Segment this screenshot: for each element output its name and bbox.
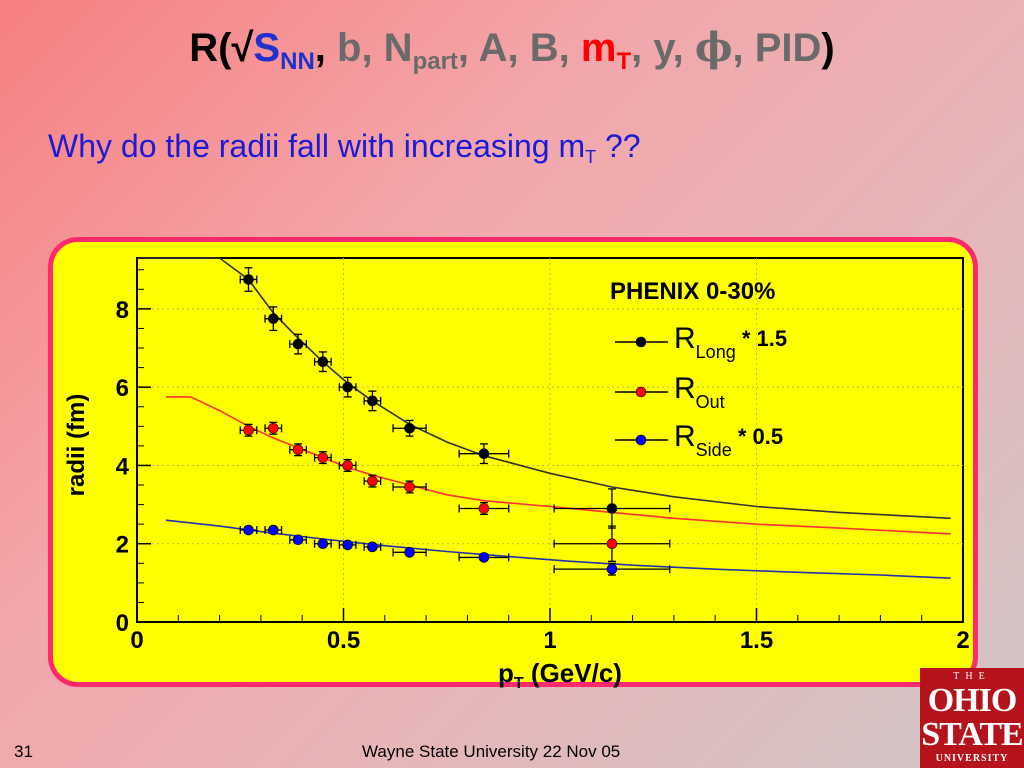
data-point-0	[478, 448, 490, 459]
ohio-state-logo: THE OHIO STATE UNIVERSITY	[920, 668, 1024, 768]
title-pid: , PID	[732, 26, 822, 70]
data-point-1	[317, 452, 329, 463]
data-point-0	[317, 356, 329, 368]
data-point-0	[606, 503, 618, 514]
data-point-2	[317, 538, 329, 550]
x-tick-label: 0.5	[327, 627, 360, 654]
footer-text: Wayne State University 22 Nov 05	[362, 742, 621, 761]
data-point-1	[606, 538, 618, 550]
slide-title: R(√SNN, b, Npart, A, B, mT, y, ϕ, PID)	[0, 24, 1024, 76]
data-point-0	[404, 422, 415, 434]
x-axis-label: pT (GeV/c)	[498, 658, 622, 692]
chart-title: PHENIX 0-30%	[610, 278, 775, 305]
legend-marker	[635, 336, 647, 348]
y-tick-label: 2	[116, 532, 129, 559]
title-nn: NN	[280, 48, 315, 75]
legend-label: ROut	[674, 372, 725, 412]
data-point-2	[292, 534, 304, 546]
legend-marker	[635, 386, 647, 398]
subtitle-sub: T	[585, 147, 597, 167]
title-comma: ,	[314, 26, 338, 70]
title-m: m	[580, 26, 617, 70]
y-tick-label: 4	[116, 453, 130, 480]
y-tick-label: 0	[116, 610, 129, 637]
data-points	[239, 267, 671, 576]
data-point-1	[404, 481, 415, 493]
x-label-t: T	[514, 675, 524, 692]
logo-line2: OHIO	[927, 682, 1018, 719]
x-tick-label: 1.5	[740, 627, 773, 654]
y-tick-label: 6	[116, 375, 129, 402]
data-point-0	[342, 381, 353, 393]
title-r-sqrt: R(√	[189, 26, 254, 70]
page-number: 31	[14, 742, 33, 761]
x-tick-label: 2	[956, 627, 969, 654]
grid-lines	[137, 258, 963, 622]
x-label-units: (GeV/c)	[524, 658, 622, 688]
legend: RLong * 1.5 ROut RSide * 0.5	[615, 322, 787, 460]
axis-ticks: 0 0.5 1 1.5 2 0 2 4 6 8	[116, 269, 970, 654]
legend-label: RSide * 0.5	[674, 420, 783, 460]
title-b-n: b, N	[337, 26, 413, 70]
data-point-0	[292, 338, 304, 350]
data-point-1	[342, 460, 353, 471]
subtitle-tail: ??	[596, 128, 641, 164]
data-point-2	[606, 563, 618, 575]
data-point-0	[267, 313, 279, 324]
title-close: )	[821, 26, 835, 70]
subtitle-text: Why do the radii fall with increasing m	[48, 128, 586, 164]
title-y: , y,	[631, 26, 695, 70]
data-point-2	[342, 539, 353, 551]
data-point-1	[292, 444, 304, 456]
title-t: T	[616, 48, 632, 75]
logo-line1: THE	[953, 671, 991, 682]
title-part: part	[412, 48, 458, 75]
data-point-1	[367, 475, 378, 487]
title-phi: ϕ	[694, 24, 733, 71]
x-tick-label: 0	[130, 627, 143, 654]
data-point-2	[367, 541, 378, 553]
x-tick-label: 1	[543, 627, 556, 654]
legend-label: RLong * 1.5	[674, 322, 787, 362]
data-point-0	[367, 395, 378, 407]
data-point-2	[243, 524, 254, 536]
data-point-2	[404, 547, 415, 558]
x-label-p: p	[498, 658, 514, 688]
title-a-b: , A, B,	[457, 26, 581, 70]
legend-marker	[635, 434, 647, 446]
title-s: S	[253, 26, 281, 70]
data-point-2	[267, 524, 279, 536]
data-point-0	[243, 274, 254, 285]
data-point-2	[478, 552, 490, 563]
fit-curve-1	[165, 396, 951, 535]
logo-line4: UNIVERSITY	[935, 753, 1009, 764]
logo-line3: STATE	[921, 716, 1023, 753]
slide-subtitle: Why do the radii fall with increasing mT…	[48, 128, 641, 168]
y-axis-label: radii (fm)	[63, 394, 90, 497]
data-point-1	[243, 424, 254, 436]
y-tick-label: 8	[116, 297, 129, 324]
data-point-1	[478, 503, 490, 514]
data-point-1	[267, 422, 279, 434]
